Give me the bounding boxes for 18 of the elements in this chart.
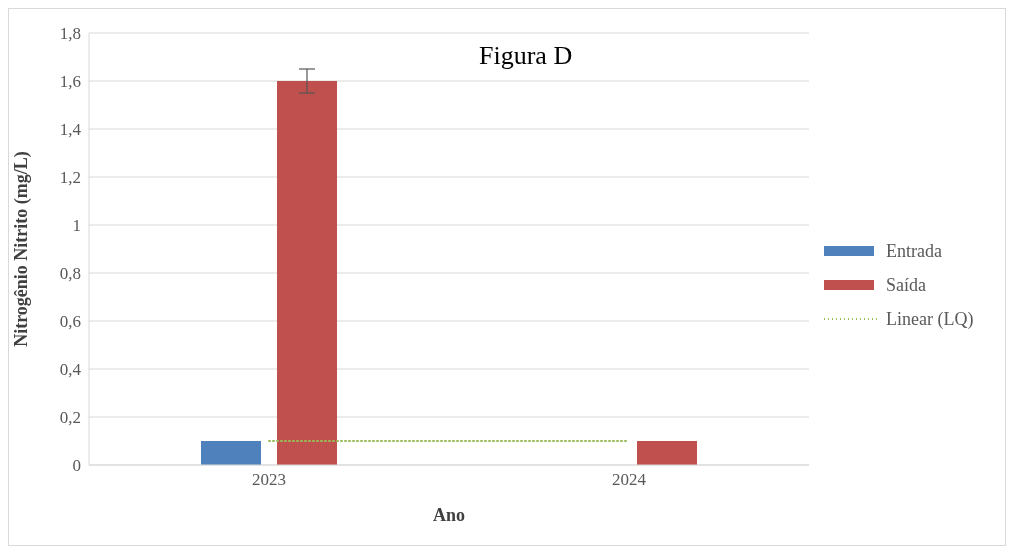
- y-tick-label: 0,2: [59, 408, 81, 428]
- y-tick-label: 1,6: [59, 72, 81, 92]
- y-tick-label: 0,4: [59, 360, 82, 380]
- y-axis-title: Nitrogênio Nitrito (mg/L): [11, 151, 33, 347]
- y-tick-label: 0,8: [59, 264, 81, 284]
- legend-label: Linear (LQ): [886, 308, 974, 330]
- legend-label: Entrada: [886, 240, 942, 262]
- y-tick-label: 1,4: [59, 120, 82, 140]
- y-tick-label: 0,6: [59, 312, 81, 332]
- x-tick-label: 2023: [252, 470, 286, 490]
- y-tick-label: 0: [72, 456, 81, 476]
- chart-title: Figura D: [479, 41, 573, 71]
- y-tick-label: 1: [72, 216, 81, 236]
- y-tick-label: 1,2: [59, 168, 81, 188]
- x-tick-label: 2024: [612, 470, 647, 490]
- y-tick-label: 1,8: [59, 24, 81, 44]
- x-axis-title: Ano: [432, 505, 466, 525]
- legend-label: Saída: [886, 274, 926, 296]
